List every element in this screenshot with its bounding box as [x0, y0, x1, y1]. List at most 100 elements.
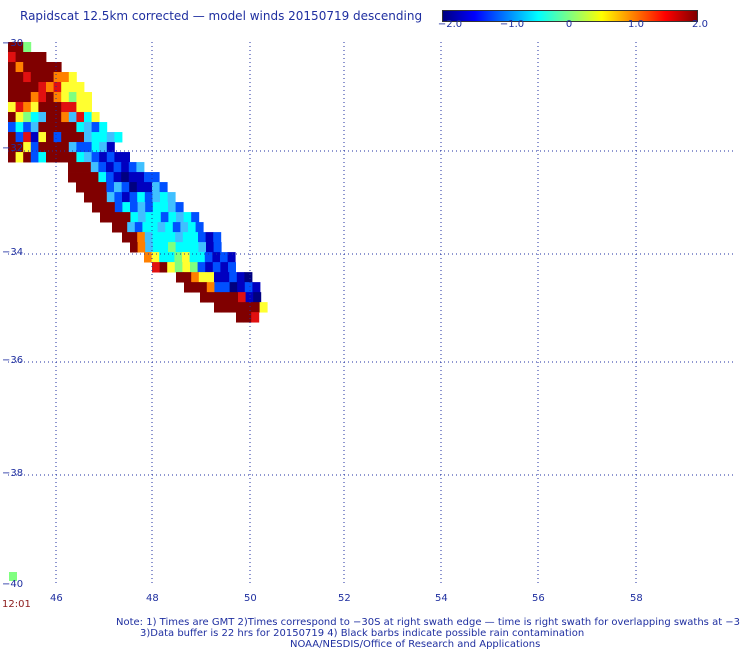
wind-cell: [83, 162, 92, 173]
wind-cell: [99, 122, 108, 133]
wind-cell: [38, 82, 47, 93]
wind-cell: [190, 262, 198, 273]
lat-label: −40: [2, 579, 24, 590]
wind-cell: [137, 242, 146, 253]
wind-cell: [182, 252, 190, 263]
wind-cell: [183, 242, 192, 253]
wind-cell: [153, 212, 162, 223]
wind-cell: [122, 192, 130, 203]
wind-cell: [106, 182, 115, 193]
lon-label: 46: [50, 593, 63, 604]
wind-cell: [142, 222, 151, 233]
wind-cell: [15, 52, 24, 63]
colorbar-tick: 0: [565, 19, 573, 30]
wind-cell: [197, 262, 206, 273]
colorbar-tick: −1.0: [499, 19, 525, 30]
wind-cell: [8, 62, 16, 73]
wind-cell: [30, 132, 39, 143]
wind-cell: [68, 152, 77, 163]
wind-cell: [121, 182, 130, 193]
wind-cell: [175, 202, 184, 213]
wind-cell: [251, 312, 260, 323]
wind-cell: [53, 122, 62, 133]
wind-cell: [198, 242, 207, 253]
wind-cell: [46, 122, 54, 133]
wind-cell: [15, 132, 24, 143]
footnote-line: NOAA/NESDIS/Office of Research and Appli…: [290, 639, 541, 650]
graticule: [8, 42, 736, 583]
wind-cell: [46, 92, 54, 103]
wind-cell: [138, 212, 146, 223]
wind-cell: [68, 172, 76, 183]
wind-cell: [228, 262, 236, 273]
wind-cell: [91, 182, 100, 193]
wind-cell: [144, 182, 153, 193]
wind-cell: [106, 152, 115, 163]
lat-label: −30: [2, 38, 24, 49]
wind-cell: [23, 142, 32, 153]
wind-cell: [127, 222, 136, 233]
wind-cell: [189, 252, 198, 263]
wind-cell: [99, 152, 108, 163]
wind-cell: [68, 162, 76, 173]
wind-cell: [136, 182, 145, 193]
wind-cell: [137, 192, 146, 203]
wind-cell: [214, 282, 223, 293]
wind-cell: [106, 132, 115, 143]
wind-cell: [100, 212, 108, 223]
wind-cell: [75, 162, 84, 173]
wind-cell: [238, 292, 246, 303]
wind-cell: [144, 232, 153, 243]
wind-cell: [53, 72, 62, 83]
wind-cell: [23, 92, 32, 103]
wind-cell: [91, 112, 100, 123]
wind-cell: [106, 142, 115, 153]
wind-cell: [114, 182, 122, 193]
wind-cell: [15, 42, 24, 53]
wind-cell: [30, 92, 39, 103]
wind-cell: [159, 252, 168, 263]
wind-cell: [61, 102, 70, 113]
wind-cell: [38, 62, 47, 73]
wind-cell: [15, 82, 24, 93]
wind-cell: [137, 232, 146, 243]
wind-cell: [168, 212, 177, 223]
wind-cell: [165, 222, 174, 233]
wind-cell: [236, 302, 245, 313]
colorbar-tick: 2.0: [692, 19, 708, 30]
wind-cell: [191, 282, 200, 293]
lon-label: 50: [244, 593, 257, 604]
wind-cell: [128, 172, 137, 183]
wind-cell: [200, 292, 208, 303]
wind-cell: [166, 252, 175, 263]
wind-cell: [15, 112, 24, 123]
wind-cell: [175, 242, 184, 253]
wind-cell: [30, 82, 39, 93]
wind-cell: [206, 242, 214, 253]
wind-cell: [15, 72, 24, 83]
wind-cell: [46, 132, 54, 143]
wind-cell: [199, 282, 208, 293]
wind-cell: [160, 212, 169, 223]
wind-cell: [190, 232, 199, 243]
wind-cell: [243, 312, 252, 323]
wind-cell: [53, 112, 62, 123]
wind-cell: [68, 112, 77, 123]
wind-cell: [38, 102, 47, 113]
wind-cell: [129, 182, 138, 193]
wind-cell: [122, 202, 131, 213]
wind-cell: [15, 142, 24, 153]
wind-cell: [168, 242, 176, 253]
wind-cell: [23, 72, 32, 83]
wind-cell: [8, 102, 16, 113]
wind-cell: [8, 72, 16, 83]
wind-cell: [30, 122, 39, 133]
wind-cell: [23, 102, 32, 113]
wind-cell: [84, 92, 92, 103]
lat-label: −32: [2, 143, 24, 154]
time-stamp: 12:01: [2, 599, 31, 610]
wind-cell: [99, 202, 108, 213]
wind-cell: [191, 272, 200, 283]
wind-cell: [121, 172, 130, 183]
